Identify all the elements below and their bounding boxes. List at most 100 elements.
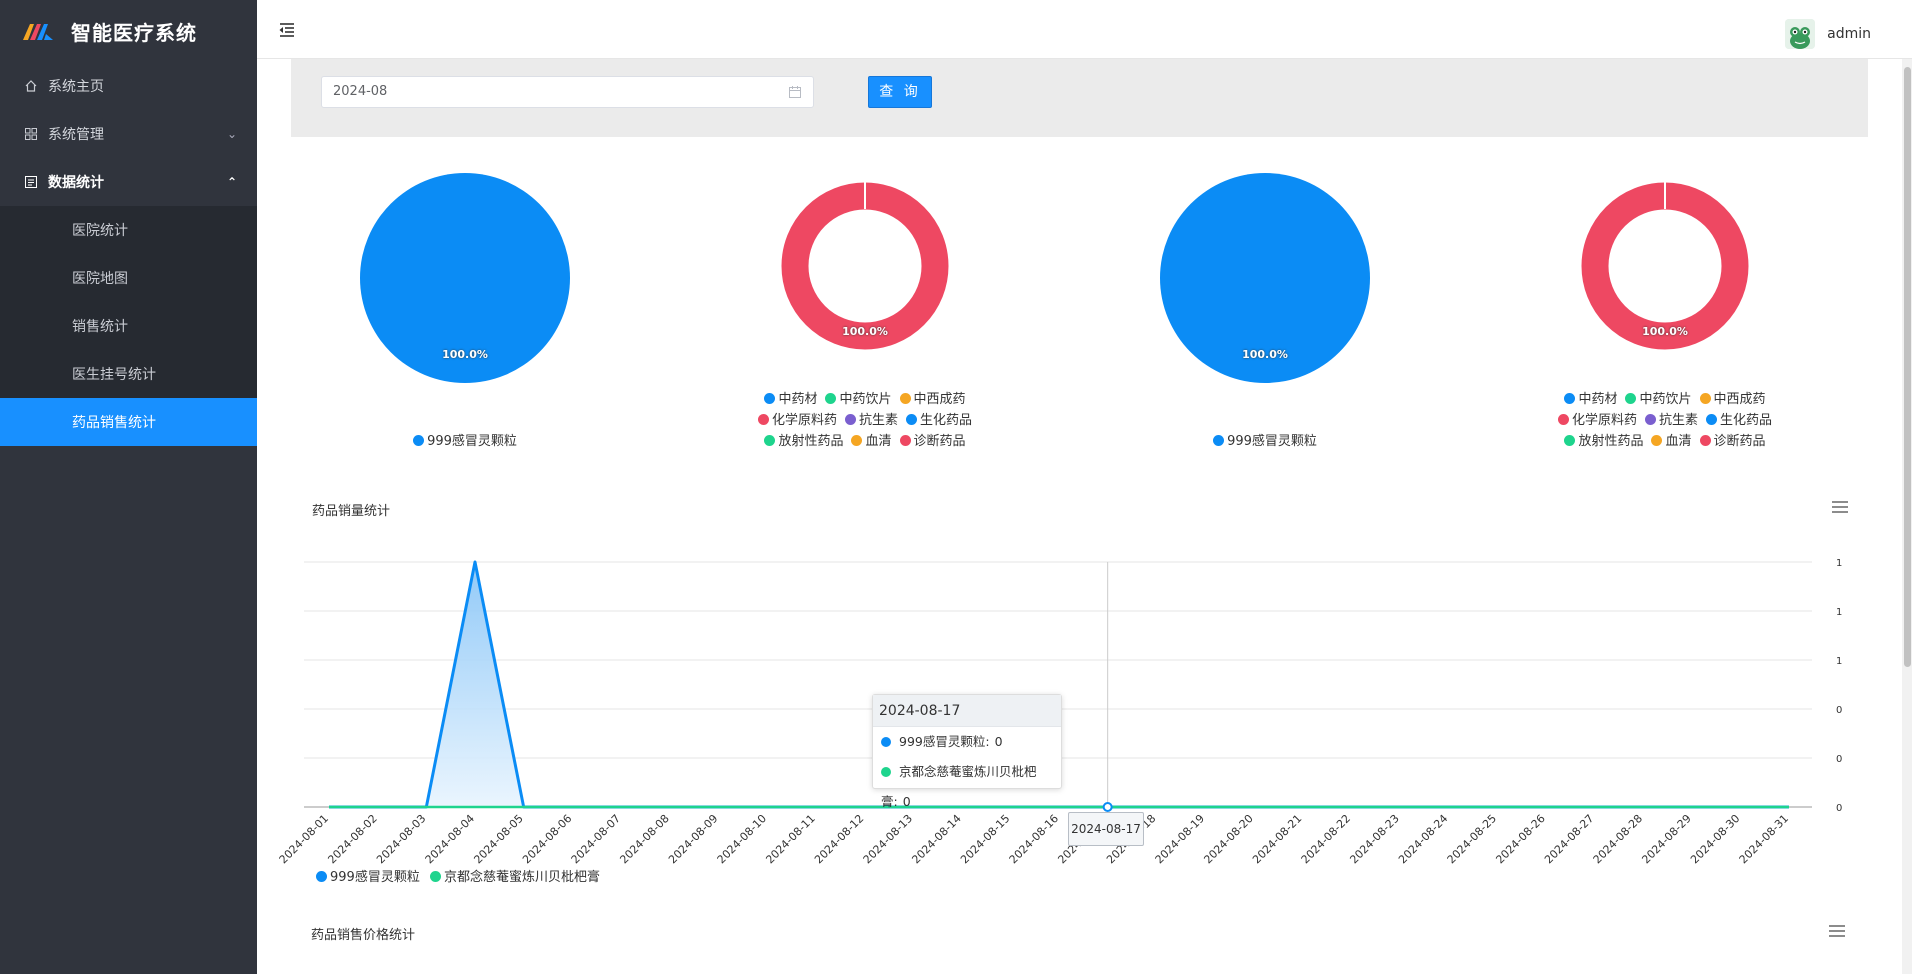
sidebar-item-doctor-registration-stats[interactable]: 医生挂号统计 bbox=[0, 350, 257, 398]
legend-dot bbox=[1699, 435, 1711, 446]
sidebar-item-data-statistics[interactable]: 数据统计 ⌃ bbox=[0, 158, 257, 206]
x-tick-label: 2024-08-16 bbox=[1007, 812, 1061, 866]
query-button[interactable]: 查 询 bbox=[868, 76, 932, 108]
pie-svg bbox=[1581, 182, 1749, 350]
tooltip-series-name: 京都念慈菴蜜炼川贝枇杷膏 bbox=[881, 764, 1037, 809]
x-tick-label: 2024-08-26 bbox=[1493, 812, 1547, 866]
series-color-dot bbox=[881, 737, 891, 747]
legend-label: 化学原料药 bbox=[771, 413, 837, 428]
legend-item[interactable]: 化学原料药 bbox=[1557, 410, 1637, 431]
legend-dot bbox=[1699, 393, 1711, 404]
header: admin bbox=[257, 0, 1912, 59]
legend-dot bbox=[899, 435, 911, 446]
x-tick-label: 2024-08-14 bbox=[909, 812, 963, 866]
legend-label: 中西成药 bbox=[913, 392, 966, 407]
x-tick-label: 2024-08-13 bbox=[861, 812, 915, 866]
grid-icon bbox=[24, 127, 38, 141]
legend-label: 诊断药品 bbox=[1713, 434, 1766, 449]
legend-dot bbox=[429, 871, 441, 882]
legend-item[interactable]: 放射性药品 bbox=[764, 431, 843, 452]
x-tick-label: 2024-08-19 bbox=[1153, 812, 1207, 866]
y-tick-label: 0 bbox=[1836, 705, 1842, 716]
legend-item[interactable]: 中西成药 bbox=[1699, 389, 1766, 410]
sidebar-item-sales-stats[interactable]: 销售统计 bbox=[0, 302, 257, 350]
legend-item[interactable]: 中西成药 bbox=[899, 389, 966, 410]
x-tick-label: 2024-08-21 bbox=[1250, 812, 1304, 866]
x-tick-label: 2024-08-07 bbox=[569, 812, 623, 866]
legend-item[interactable]: 抗生素 bbox=[844, 410, 898, 431]
x-tick-label: 2024-08-12 bbox=[812, 812, 866, 866]
sidebar-item-label: 销售统计 bbox=[72, 319, 128, 335]
legend-dot bbox=[844, 414, 856, 425]
legend-dot bbox=[316, 871, 327, 882]
legend-item[interactable]: 生化药品 bbox=[1706, 410, 1772, 431]
chevron-up-icon: ⌃ bbox=[226, 175, 237, 189]
hamburger-menu-icon[interactable] bbox=[1832, 501, 1848, 513]
donut-slice-label: 100.0% bbox=[842, 325, 888, 338]
donut-chart-2: 100.0% 中药材 中药饮片 中西成药 化学原料药 抗生素 生化药品 放射性药品 血清 诊断药品 bbox=[1465, 108, 1865, 449]
tooltip-series-name: 999感冒灵颗粒 bbox=[899, 734, 986, 749]
pie-chart-1: 100.0% 999感冒灵颗粒 bbox=[265, 108, 665, 449]
username[interactable]: admin bbox=[1827, 26, 1871, 42]
legend-item[interactable]: 999感冒灵颗粒 bbox=[316, 866, 420, 885]
sidebar-item-drug-sales-stats[interactable]: 药品销售统计 bbox=[0, 398, 257, 446]
legend-item[interactable]: 化学原料药 bbox=[757, 410, 837, 431]
chart-tooltip: 2024-08-17 999感冒灵颗粒: 0 京都念慈菴蜜炼川贝枇杷膏: 0 bbox=[872, 694, 1062, 809]
sidebar-item-hospital-stats[interactable]: 医院统计 bbox=[0, 206, 257, 254]
legend-item[interactable]: 中药材 bbox=[764, 389, 817, 410]
legend-label: 放射性药品 bbox=[1578, 434, 1644, 449]
x-tick-label: 2024-08-24 bbox=[1396, 812, 1450, 866]
x-tick-label: 2024-08-27 bbox=[1542, 812, 1596, 866]
x-tick-label: 2024-08-10 bbox=[715, 812, 769, 866]
pie-legend: 999感冒灵颗粒 bbox=[265, 431, 665, 452]
chevron-down-icon: ⌄ bbox=[226, 127, 237, 141]
legend-dot bbox=[764, 435, 776, 446]
legend-item[interactable]: 血清 bbox=[851, 431, 892, 452]
legend-item[interactable]: 999感冒灵颗粒 bbox=[413, 431, 517, 452]
sidebar-item-system-management[interactable]: 系统管理 ⌄ bbox=[0, 110, 257, 158]
legend-item[interactable]: 中药饮片 bbox=[1625, 389, 1692, 410]
axis-pointer-label: 2024-08-17 bbox=[1068, 812, 1144, 846]
x-tick-label: 2024-08-02 bbox=[325, 812, 379, 866]
legend-item[interactable]: 中药材 bbox=[1564, 389, 1617, 410]
legend-label: 999感冒灵颗粒 bbox=[1227, 434, 1317, 449]
legend-item[interactable]: 血清 bbox=[1651, 431, 1692, 452]
month-picker[interactable]: 2024-08 bbox=[321, 76, 814, 108]
x-tick-label: 2024-08-28 bbox=[1591, 812, 1645, 866]
sidebar-item-home[interactable]: 系统主页 bbox=[0, 62, 257, 110]
scrollbar-thumb[interactable] bbox=[1904, 67, 1911, 667]
legend-item[interactable]: 放射性药品 bbox=[1564, 431, 1643, 452]
hamburger-menu-icon[interactable] bbox=[1829, 925, 1845, 937]
chart-title: 药品销量统计 bbox=[312, 504, 391, 519]
highlight-point[interactable] bbox=[1102, 802, 1113, 812]
legend-item[interactable]: 京都念慈菴蜜炼川贝枇杷膏 bbox=[429, 866, 600, 885]
pie-slice[interactable] bbox=[360, 173, 570, 383]
avatar[interactable] bbox=[1785, 19, 1816, 49]
legend-label: 血清 bbox=[865, 434, 892, 449]
legend-item[interactable]: 999感冒灵颗粒 bbox=[1213, 431, 1317, 452]
brand[interactable]: 智能医疗系统 bbox=[0, 0, 257, 62]
legend-label: 诊断药品 bbox=[913, 434, 966, 449]
tooltip-date: 2024-08-17 bbox=[873, 695, 1061, 727]
legend-item[interactable]: 中药饮片 bbox=[825, 389, 892, 410]
legend-dot bbox=[1213, 435, 1225, 446]
legend-item[interactable]: 生化药品 bbox=[906, 410, 972, 431]
pie-slice[interactable] bbox=[1160, 173, 1370, 383]
pie-slice-label: 100.0% bbox=[1242, 348, 1288, 361]
x-tick-label: 2024-08-22 bbox=[1299, 812, 1353, 866]
x-tick-label: 2024-08-05 bbox=[471, 812, 525, 866]
vertical-scrollbar[interactable] bbox=[1902, 59, 1912, 974]
x-tick-label: 2024-08-04 bbox=[423, 812, 477, 866]
legend-item[interactable]: 诊断药品 bbox=[899, 431, 966, 452]
filter-bar: 2024-08 查 询 bbox=[291, 59, 1868, 137]
sidebar: 智能医疗系统 系统主页 系统管理 ⌄ 数据统计 ⌃ 医院统计 医院地图 销售统计… bbox=[0, 0, 257, 974]
legend-item[interactable]: 诊断药品 bbox=[1699, 431, 1766, 452]
pie-svg bbox=[360, 173, 570, 383]
user-menu[interactable]: admin bbox=[1785, 19, 1871, 49]
legend-label: 中药饮片 bbox=[1639, 392, 1692, 407]
month-picker-value: 2024-08 bbox=[333, 84, 388, 99]
legend-item[interactable]: 抗生素 bbox=[1644, 410, 1698, 431]
sidebar-item-hospital-map[interactable]: 医院地图 bbox=[0, 254, 257, 302]
menu-fold-icon[interactable] bbox=[277, 20, 297, 40]
